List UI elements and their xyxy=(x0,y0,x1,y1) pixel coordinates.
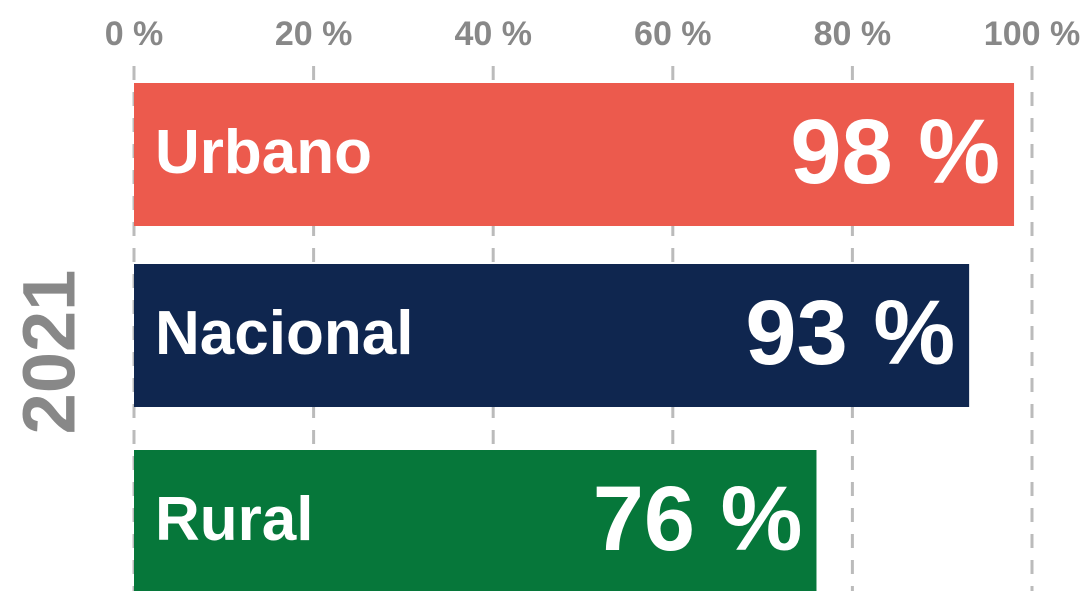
bar-value-label: 93 % xyxy=(745,282,955,384)
bar-value-label: 76 % xyxy=(593,468,803,570)
x-tick-label: 40 % xyxy=(454,15,532,53)
bar xyxy=(134,83,1015,226)
bar-value-label: 98 % xyxy=(790,101,1000,203)
bar xyxy=(134,264,970,407)
y-axis-label: 2021 xyxy=(8,270,91,435)
bar-category-label: Rural xyxy=(155,485,313,554)
x-tick-label: 80 % xyxy=(814,15,892,53)
bar xyxy=(134,450,817,591)
x-tick-label: 0 % xyxy=(105,15,164,53)
x-tick-label: 100 % xyxy=(984,15,1080,53)
x-tick-label: 20 % xyxy=(275,15,353,53)
x-tick-label: 60 % xyxy=(634,15,712,53)
bar-category-label: Urbano xyxy=(155,118,372,187)
bar-category-label: Nacional xyxy=(155,299,413,368)
